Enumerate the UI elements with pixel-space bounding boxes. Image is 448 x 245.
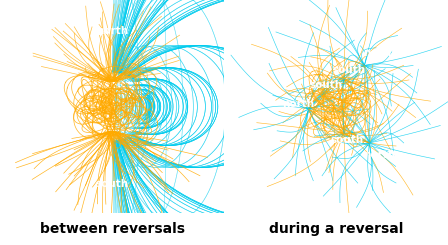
Text: south: south: [95, 179, 129, 189]
Text: south: south: [332, 65, 366, 75]
Text: south: south: [310, 80, 343, 90]
Text: north: north: [363, 48, 396, 58]
Text: north: north: [282, 99, 314, 109]
Text: north: north: [363, 150, 396, 160]
Text: during a reversal: during a reversal: [269, 222, 404, 236]
Text: north: north: [96, 26, 128, 37]
Text: south: south: [330, 135, 363, 146]
Text: between reversals: between reversals: [39, 222, 185, 236]
